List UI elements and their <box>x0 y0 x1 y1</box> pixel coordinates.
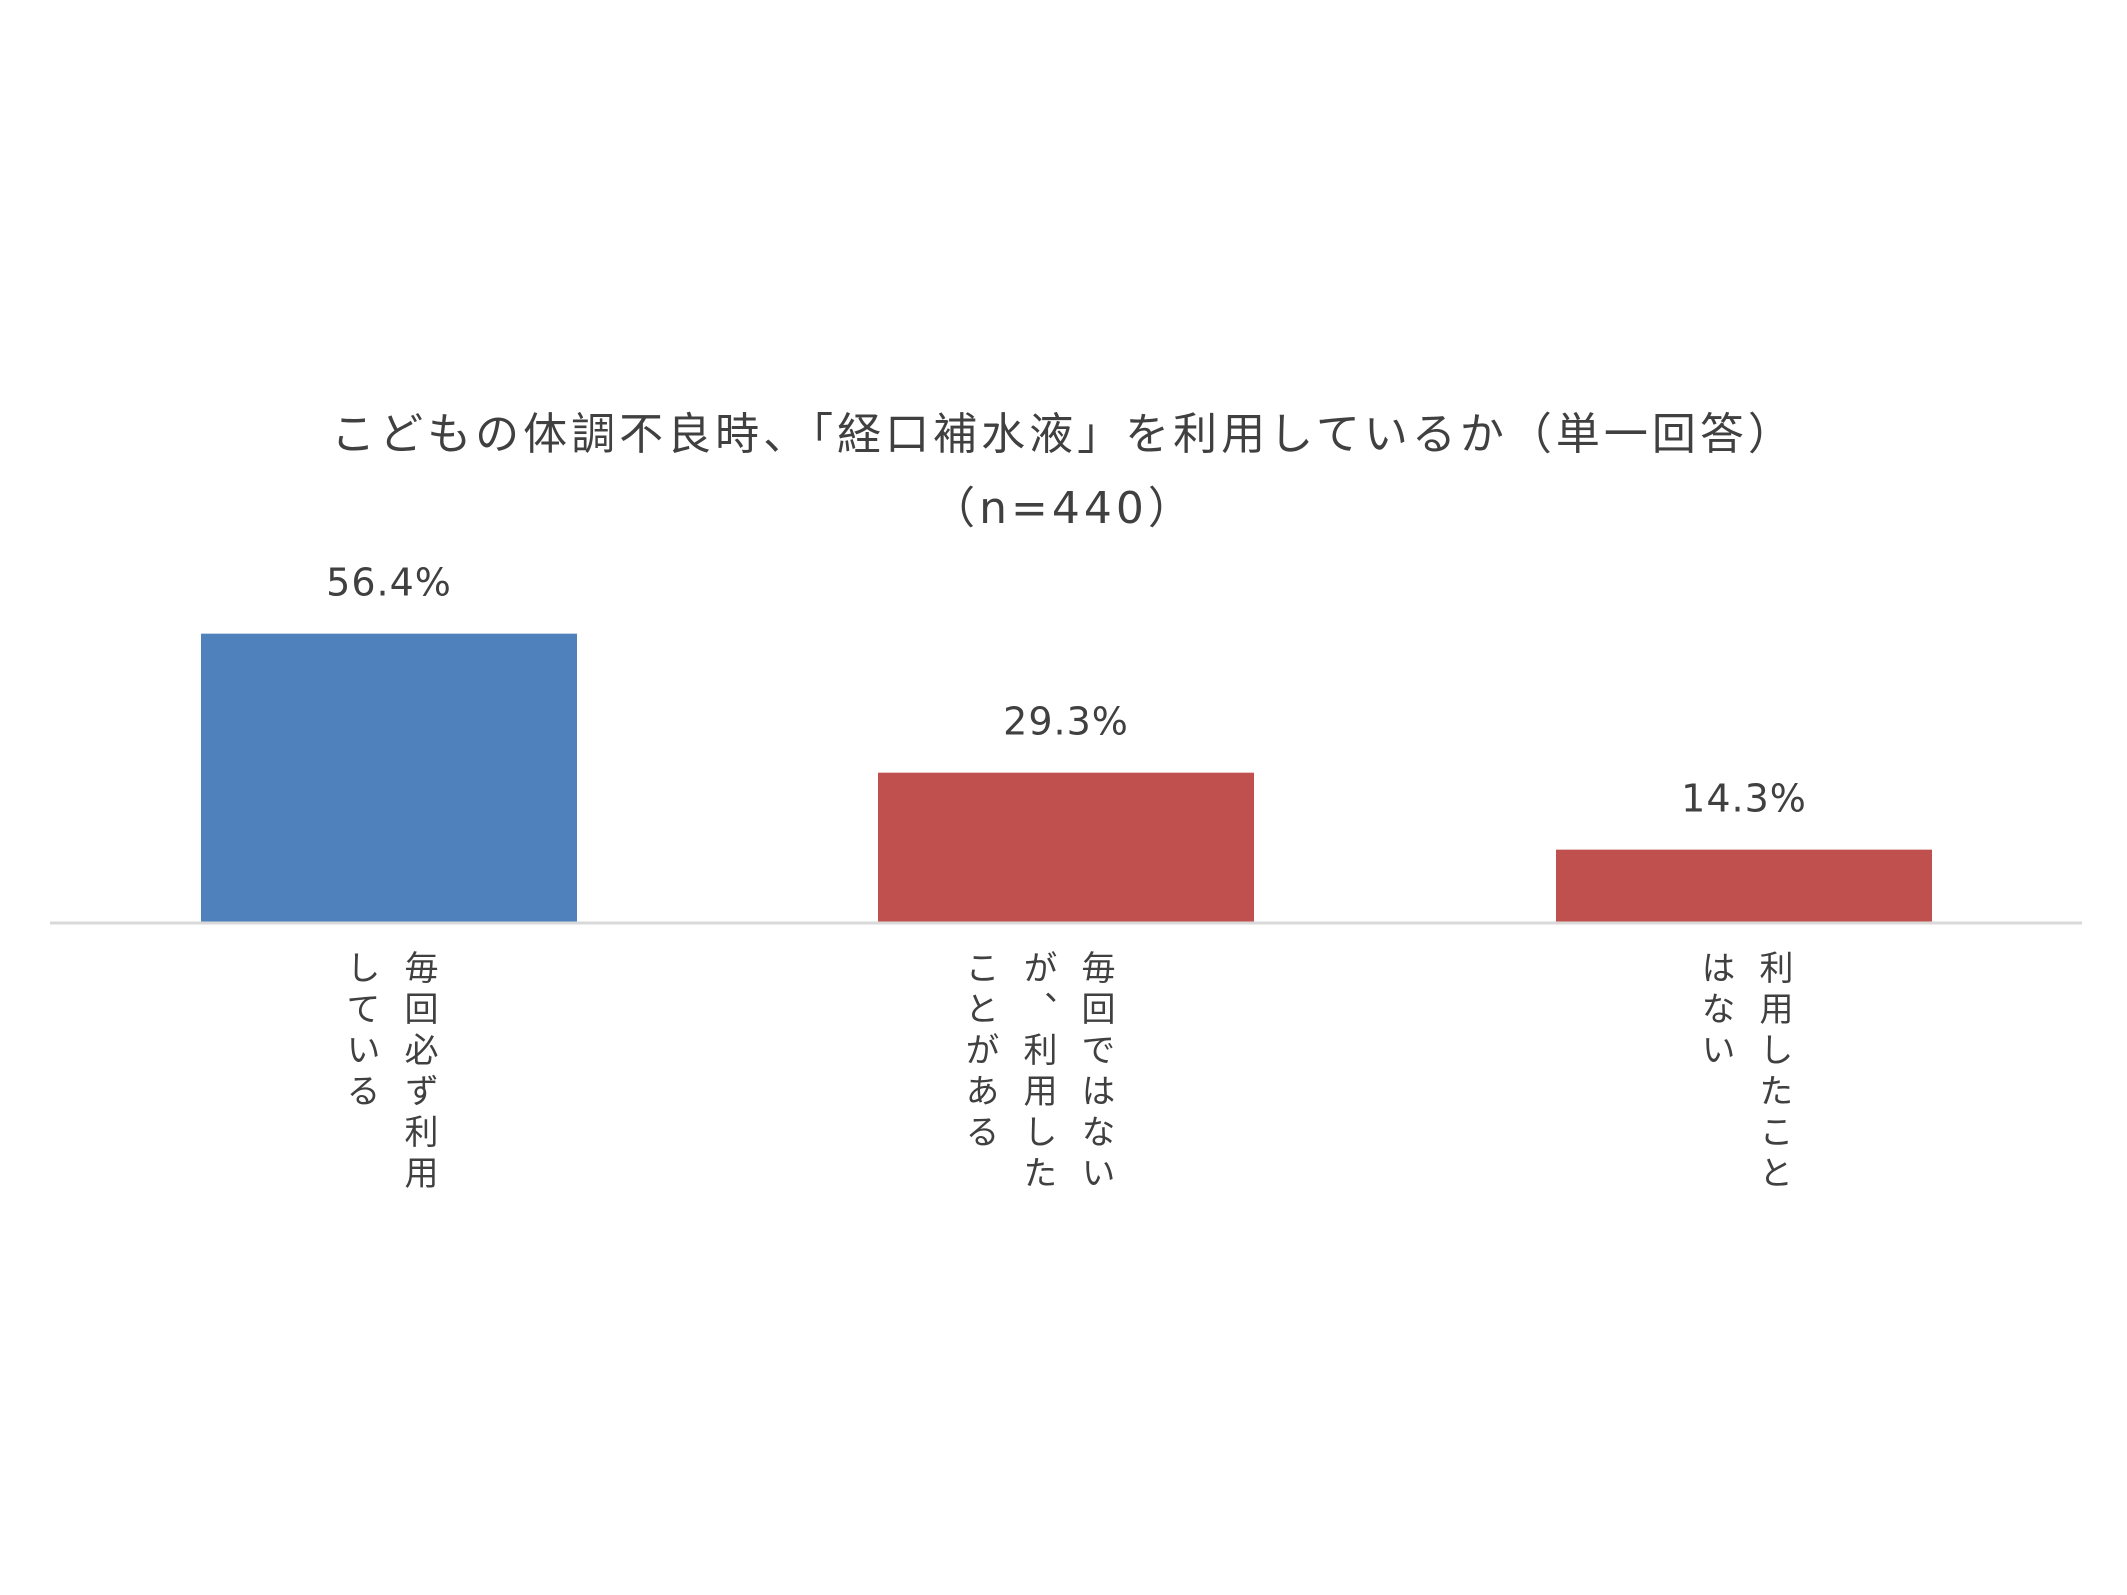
chart-title-block: こどもの体調不良時、「経口補水液」を利用しているか（単一回答） （n=440） <box>0 398 2127 546</box>
bar-2 <box>878 772 1254 923</box>
bar-1 <box>201 633 577 923</box>
chart-subtitle: （n=440） <box>931 483 1196 534</box>
category-label-1: 毎回必ず利用 している <box>340 950 438 1196</box>
data-label-2: 29.3% <box>1003 700 1129 744</box>
category-label-3: 利用したこと はない <box>1695 950 1793 1196</box>
bar-3 <box>1556 849 1932 923</box>
data-label-1: 56.4% <box>326 561 452 605</box>
category-label-2: 毎回ではない が、利用した ことがある <box>959 950 1115 1196</box>
data-label-3: 14.3% <box>1681 777 1807 821</box>
chart-title: こどもの体調不良時、「経口補水液」を利用しているか（単一回答） <box>331 409 1796 460</box>
